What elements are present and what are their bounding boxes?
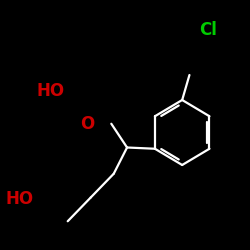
Text: Cl: Cl <box>199 21 217 39</box>
Text: HO: HO <box>36 82 65 100</box>
Text: HO: HO <box>5 190 33 208</box>
Text: O: O <box>80 115 95 133</box>
